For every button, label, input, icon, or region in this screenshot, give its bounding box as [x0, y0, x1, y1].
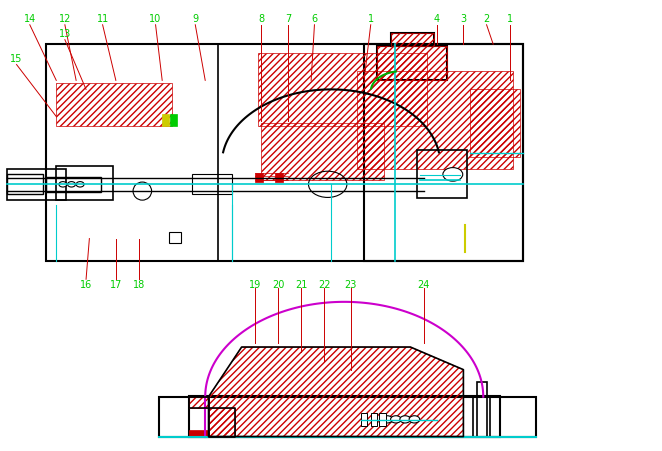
Bar: [470, 90, 520, 158]
Bar: [364, 45, 523, 262]
Text: 8: 8: [258, 14, 265, 24]
Bar: [159, 397, 536, 437]
Bar: [189, 430, 209, 437]
Bar: [477, 382, 487, 437]
Text: 23: 23: [345, 279, 357, 289]
Bar: [192, 175, 232, 195]
Text: 18: 18: [133, 279, 145, 289]
Bar: [7, 169, 66, 201]
Bar: [473, 396, 490, 437]
Text: 16: 16: [80, 279, 92, 289]
Circle shape: [68, 182, 75, 188]
Bar: [275, 174, 283, 183]
Bar: [255, 174, 263, 183]
Bar: [46, 45, 523, 262]
Text: 3: 3: [460, 14, 467, 24]
Bar: [56, 167, 113, 201]
Text: 4: 4: [434, 14, 440, 24]
Text: 6: 6: [311, 14, 318, 24]
Circle shape: [382, 416, 393, 423]
Bar: [377, 47, 447, 81]
Bar: [189, 396, 500, 437]
Bar: [377, 47, 447, 81]
Text: 1: 1: [506, 14, 513, 24]
Text: 7: 7: [285, 14, 291, 24]
Bar: [371, 413, 377, 426]
Bar: [170, 115, 177, 126]
Bar: [162, 115, 169, 126]
Text: 15: 15: [11, 54, 23, 64]
Bar: [391, 34, 434, 47]
Bar: [361, 413, 367, 426]
Text: 20: 20: [272, 279, 284, 289]
Bar: [379, 413, 386, 426]
Text: 10: 10: [150, 14, 162, 24]
Bar: [357, 72, 513, 169]
Bar: [391, 34, 434, 47]
Text: 12: 12: [59, 14, 71, 24]
Circle shape: [400, 416, 410, 423]
Text: 19: 19: [249, 279, 261, 289]
Text: 17: 17: [110, 279, 122, 289]
Text: 2: 2: [483, 14, 490, 24]
Bar: [261, 124, 384, 180]
Bar: [417, 151, 467, 198]
Circle shape: [76, 182, 84, 188]
Text: 14: 14: [24, 14, 36, 24]
Text: 13: 13: [59, 29, 71, 39]
Bar: [46, 45, 218, 262]
Text: 21: 21: [295, 279, 307, 289]
Text: 11: 11: [97, 14, 109, 24]
Bar: [7, 175, 43, 195]
Bar: [46, 178, 101, 192]
Text: 22: 22: [318, 279, 330, 289]
Bar: [169, 232, 181, 244]
Bar: [56, 83, 172, 126]
Text: 9: 9: [192, 14, 199, 24]
Circle shape: [443, 168, 463, 182]
Circle shape: [59, 182, 67, 188]
Text: 1: 1: [367, 14, 374, 24]
Text: 24: 24: [418, 279, 430, 289]
Bar: [258, 54, 427, 126]
Circle shape: [391, 416, 401, 423]
Circle shape: [409, 416, 420, 423]
